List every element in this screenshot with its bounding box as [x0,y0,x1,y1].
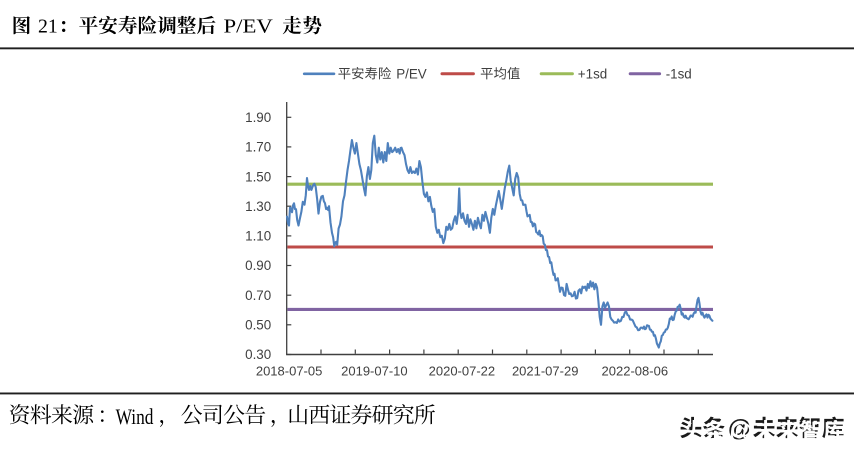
svg-text:1.90: 1.90 [245,110,271,125]
svg-text:1.10: 1.10 [245,229,271,244]
svg-text:+1sd: +1sd [578,66,607,81]
svg-text:21: 21 [38,16,58,38]
svg-text:0.90: 0.90 [245,258,271,273]
svg-text:0.70: 0.70 [245,288,271,303]
svg-text:0.30: 0.30 [245,347,271,362]
svg-text:2021-07-29: 2021-07-29 [512,364,579,379]
svg-text:Wind: Wind [116,404,154,429]
svg-text:-1sd: -1sd [666,66,692,81]
svg-text:2019-07-10: 2019-07-10 [341,364,408,379]
svg-text:1.70: 1.70 [245,140,271,155]
svg-text:P/EV: P/EV [224,16,274,38]
svg-text:2020-07-22: 2020-07-22 [429,364,496,379]
svg-text:@: @ [728,415,751,441]
svg-text:@: @ [730,418,753,444]
svg-text:1.50: 1.50 [245,169,271,184]
svg-text:2022-08-06: 2022-08-06 [602,364,669,379]
svg-text:2018-07-05: 2018-07-05 [256,364,323,379]
svg-text:P/EV: P/EV [396,66,427,81]
svg-text:0.50: 0.50 [245,318,271,333]
svg-text:1.30: 1.30 [245,199,271,214]
